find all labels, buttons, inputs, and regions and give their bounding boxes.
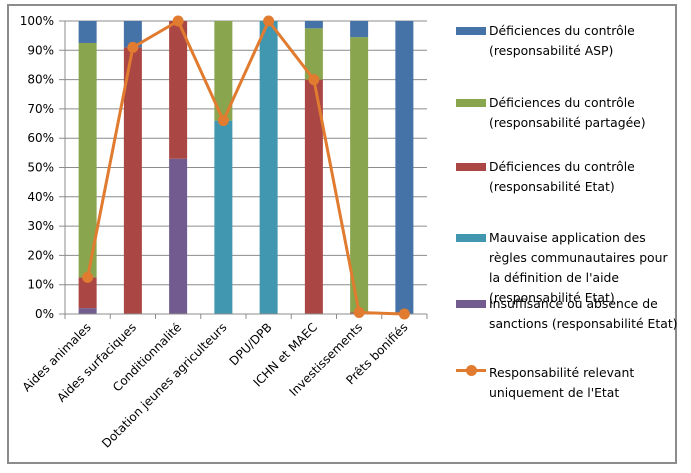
line-point (263, 15, 275, 27)
legend-item-etat: Déficiences du contrôle (responsabilité … (456, 157, 679, 197)
line-point (82, 271, 94, 283)
bar-segment (78, 277, 97, 309)
bar-segment (78, 308, 97, 314)
bar-segment (350, 37, 369, 313)
gridlines (59, 20, 427, 315)
line-point (127, 41, 139, 53)
x-category-label: DPU/DPB (227, 320, 275, 368)
bar-segment (304, 79, 323, 314)
legend-swatch-mauvaise-application (456, 234, 486, 242)
chart-frame (7, 4, 677, 464)
y-tick-label: 70% (27, 102, 54, 116)
bar-segment (123, 21, 142, 48)
bar-segment (214, 21, 233, 121)
y-tick-label: 90% (27, 43, 54, 57)
legend-label: Responsabilité relevant uniquement de l'… (489, 365, 635, 400)
bar-segment (214, 120, 233, 315)
y-tick-label: 30% (27, 219, 54, 233)
bar-segment (304, 28, 323, 80)
legend-swatch-asp (456, 27, 486, 35)
y-tick-label: 100% (20, 14, 54, 28)
bar-segment (123, 47, 142, 315)
line-point (308, 74, 320, 86)
y-tick-label: 0% (35, 307, 54, 321)
legend-swatch-etat (456, 163, 486, 171)
y-tick-label: 40% (27, 190, 54, 204)
legend: Déficiences du contrôle (responsabilité … (456, 0, 681, 473)
y-tick-label: 50% (27, 161, 54, 175)
line-path (86, 19, 405, 316)
legend-label: Insuffisance ou absence de sanctions (re… (489, 296, 678, 331)
legend-item-mauvaise-application: Mauvaise application des règles communau… (456, 228, 679, 308)
line-point (353, 307, 365, 319)
y-tick-label: 60% (27, 131, 54, 145)
legend-label: Déficiences du contrôle (responsabilité … (489, 95, 646, 130)
legend-item-asp: Déficiences du contrôle (responsabilité … (456, 21, 679, 61)
legend-label: Mauvaise application des règles communau… (489, 230, 668, 305)
legend-line-marker-icon (456, 363, 486, 377)
bar-segment (350, 21, 369, 38)
legend-label: Déficiences du contrôle (responsabilité … (489, 23, 635, 58)
legend-item-partagee: Déficiences du contrôle (responsabilité … (456, 93, 679, 133)
y-tick-label: 80% (27, 73, 54, 87)
legend-item-line: Responsabilité relevant uniquement de l'… (456, 363, 679, 403)
legend-swatch-partagee (456, 99, 486, 107)
bar-segment (304, 21, 323, 29)
bar-segment (259, 21, 278, 314)
x-category-label: Aides surfaciques (54, 320, 139, 405)
y-axis: 0% 10% 20% 30% 40% 50% 60% 70% 80% 90% 100% (20, 14, 66, 321)
bar-segment (169, 21, 188, 159)
y-tick-label: 20% (27, 248, 54, 262)
bars (78, 21, 414, 315)
line-series (82, 15, 410, 320)
line-point (398, 308, 410, 320)
legend-label: Déficiences du contrôle (responsabilité … (489, 159, 635, 194)
line-point (172, 15, 184, 27)
legend-swatch-sanctions (456, 300, 486, 308)
bar-segment (78, 42, 97, 278)
bar-segment (395, 21, 414, 314)
bar-segment (78, 21, 97, 43)
line-point (217, 115, 229, 127)
bar-segment (169, 158, 188, 314)
legend-item-sanctions: Insuffisance ou absence de sanctions (re… (456, 294, 679, 334)
y-tick-label: 10% (27, 278, 54, 292)
